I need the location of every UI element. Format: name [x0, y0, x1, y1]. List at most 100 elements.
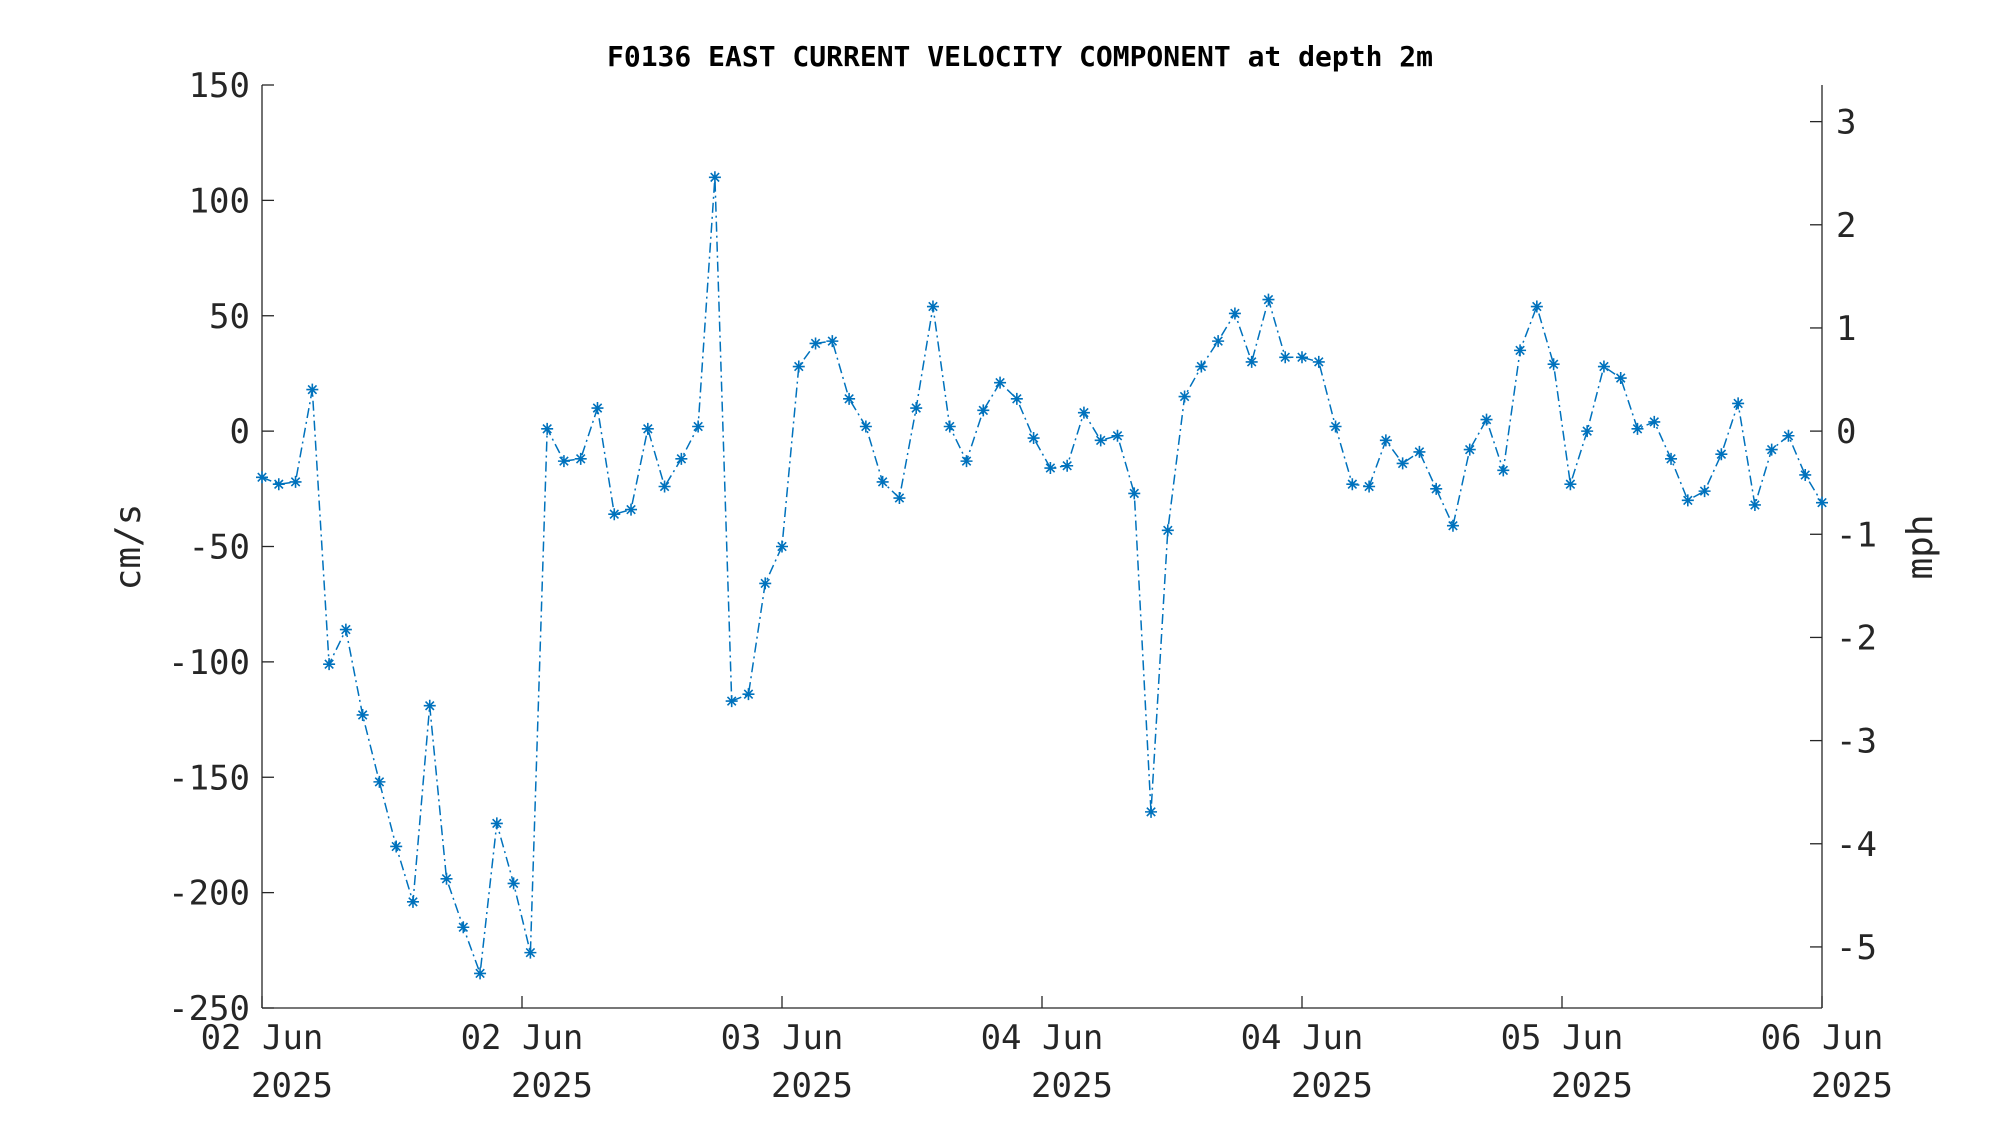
data-point	[289, 475, 302, 488]
data-point	[893, 492, 906, 505]
data-point	[759, 577, 772, 590]
data-point	[1262, 293, 1275, 306]
y2-tick-label: 0	[1836, 412, 1856, 452]
x-tick-label-date: 03 Jun	[721, 1018, 844, 1058]
data-point	[859, 420, 872, 433]
y2-tick-label: -3	[1836, 722, 1877, 762]
data-point	[591, 402, 604, 415]
data-point	[256, 471, 268, 484]
data-point	[1463, 443, 1476, 456]
data-point	[356, 708, 369, 721]
data-point	[1681, 494, 1694, 507]
data-point	[1195, 360, 1208, 373]
data-point	[1161, 524, 1174, 537]
data-point	[1698, 485, 1711, 498]
data-point	[608, 508, 621, 521]
data-point	[641, 422, 654, 435]
x-tick-label-date: 05 Jun	[1501, 1018, 1624, 1058]
data-point	[1547, 358, 1560, 371]
data-point	[557, 455, 570, 468]
data-point	[725, 695, 738, 708]
y-tick-label: -200	[168, 874, 250, 914]
x-tick-label-year: 2025	[511, 1066, 593, 1106]
data-point	[406, 895, 419, 908]
data-point	[1614, 372, 1627, 385]
data-point	[1212, 335, 1225, 348]
x-tick-label-year: 2025	[1291, 1066, 1373, 1106]
data-point	[1111, 429, 1124, 442]
data-point	[1145, 805, 1158, 818]
data-point	[339, 623, 352, 636]
data-point	[1782, 429, 1795, 442]
data-point	[1514, 344, 1527, 357]
data-point	[1765, 443, 1778, 456]
x-tick-label-year: 2025	[771, 1066, 853, 1106]
data-point	[960, 455, 973, 468]
data-point	[692, 420, 705, 433]
x-tick-label-year: 2025	[1031, 1066, 1113, 1106]
data-point	[843, 392, 856, 405]
data-point	[1631, 422, 1644, 435]
data-point	[1027, 432, 1040, 445]
data-point	[926, 300, 939, 313]
data-point	[876, 475, 889, 488]
x-ticks: 02 Jun 2025 02 Jun 2025 03 Jun 2025 04 Jun 2025…	[201, 996, 1893, 1106]
data-point	[1497, 464, 1510, 477]
data-point	[306, 383, 319, 396]
data-point	[1245, 355, 1258, 368]
data-point	[1581, 425, 1594, 438]
y-tick-label: 50	[209, 297, 250, 337]
data-point	[1228, 307, 1241, 320]
data-point	[625, 503, 638, 516]
data-point	[1816, 496, 1828, 509]
data-point	[474, 967, 487, 980]
chart-title: F0136 EAST CURRENT VELOCITY COMPONENT at…	[607, 40, 1433, 73]
y2-tick-label: 1	[1836, 309, 1856, 349]
data-point	[1799, 468, 1812, 481]
data-point	[490, 817, 503, 830]
data-point	[574, 452, 587, 465]
data-point	[1430, 482, 1443, 495]
data-point	[1044, 462, 1057, 475]
y2-ticks: 3 2 1 0 -1 -2 -3 -4 -5	[1810, 103, 1877, 968]
data-point	[541, 422, 554, 435]
data-point	[1564, 478, 1577, 491]
data-point	[742, 688, 755, 701]
x-tick-label-date: 02 Jun	[461, 1018, 584, 1058]
y-ticks: 150 100 50 0 -50 -100 -150 -200 -250	[168, 66, 274, 1029]
data-point	[1010, 392, 1023, 405]
data-point	[457, 921, 470, 934]
data-point	[1279, 351, 1292, 364]
y2-axis-title: mph	[1900, 514, 1941, 579]
data-point	[1413, 445, 1426, 458]
y-tick-label: 150	[189, 66, 250, 106]
data-point	[994, 376, 1007, 389]
data-point	[1061, 459, 1074, 472]
data-point	[1094, 434, 1107, 447]
data-point	[1178, 390, 1191, 403]
x-tick-label-date: 04 Jun	[1241, 1018, 1364, 1058]
y2-tick-label: 3	[1836, 103, 1856, 143]
x-tick-label-year: 2025	[251, 1066, 333, 1106]
data-point	[1665, 452, 1678, 465]
data-point	[1748, 498, 1761, 511]
data-point	[524, 946, 537, 959]
y2-tick-label: -1	[1836, 515, 1877, 555]
data-point	[1715, 448, 1728, 461]
y-axis-title: cm/s	[108, 504, 149, 591]
data-point	[1346, 478, 1359, 491]
data-point	[1363, 480, 1376, 493]
y-tick-label: -50	[189, 528, 250, 568]
y-tick-label: 100	[189, 181, 250, 221]
data-point	[1077, 406, 1090, 419]
data-point	[1396, 457, 1409, 470]
data-point	[910, 402, 923, 415]
data-point	[1480, 413, 1493, 426]
data-point	[792, 360, 805, 373]
y-tick-label: -250	[168, 989, 250, 1029]
data-point	[1732, 397, 1745, 410]
y2-tick-label: -5	[1836, 928, 1877, 968]
data-point	[1379, 434, 1392, 447]
data-point	[1530, 300, 1543, 313]
data-point	[1312, 355, 1325, 368]
